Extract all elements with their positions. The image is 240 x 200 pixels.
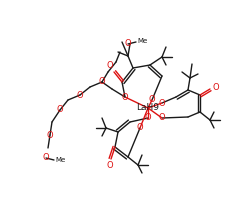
Text: O: O [125, 40, 131, 48]
Text: O: O [107, 62, 113, 71]
Text: O: O [47, 130, 53, 140]
Text: O: O [107, 160, 113, 170]
Text: O: O [149, 96, 155, 104]
Text: O: O [122, 92, 128, 102]
Text: O: O [57, 106, 63, 114]
Text: Me: Me [138, 38, 148, 44]
Text: O: O [43, 154, 49, 162]
Text: Me: Me [56, 157, 66, 163]
Text: O: O [213, 82, 219, 92]
Text: O: O [99, 77, 105, 86]
Text: O: O [77, 90, 83, 99]
Text: LaH9: LaH9 [137, 104, 160, 112]
Text: O: O [159, 98, 165, 108]
Text: O: O [145, 114, 151, 122]
Text: O: O [159, 114, 165, 122]
Text: O: O [137, 123, 143, 132]
